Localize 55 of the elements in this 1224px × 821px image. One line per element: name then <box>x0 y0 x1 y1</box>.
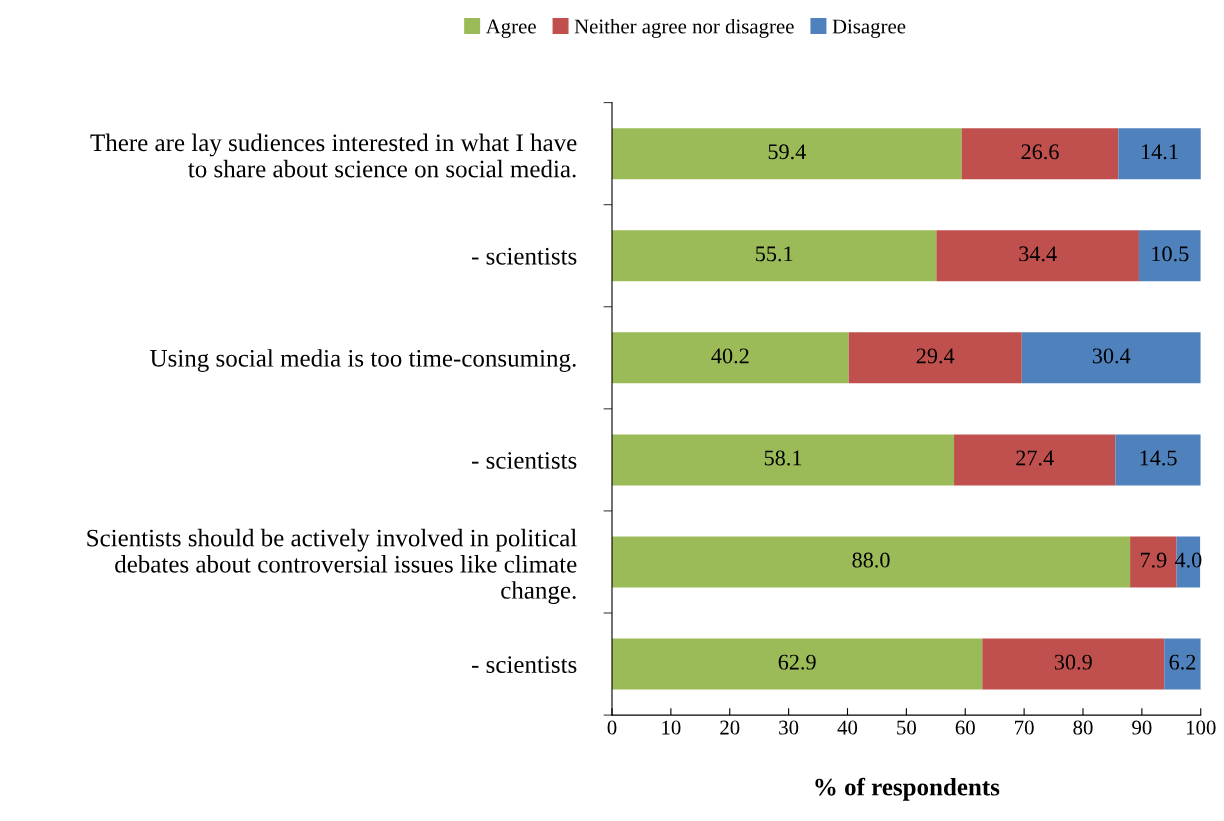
data-label: 88.0 <box>852 552 890 568</box>
bar <box>612 536 1131 588</box>
bar <box>954 434 1116 486</box>
bar <box>982 638 1165 690</box>
x-tick-label: 0 <box>607 720 617 735</box>
bar <box>936 230 1139 282</box>
bar <box>961 128 1119 180</box>
x-axis-title: % of respondents <box>815 777 1000 801</box>
y-tick-label: - scientists <box>471 452 577 469</box>
x-tick-label: 10 <box>662 720 681 735</box>
bar <box>1164 638 1201 690</box>
bar <box>612 332 849 384</box>
data-label: 62.9 <box>778 654 816 670</box>
data-label: 10.5 <box>1152 246 1189 262</box>
x-tick-label: 90 <box>1132 720 1152 735</box>
x-tick-label: 50 <box>897 720 916 735</box>
x-tick-label: 20 <box>720 720 740 735</box>
legend-label: Disagree <box>832 19 906 38</box>
x-tick-label: 40 <box>837 720 858 735</box>
y-tick-label: Scientists should be actively involved in political debates about controversial issues like climate change. <box>87 528 577 604</box>
bar <box>1138 230 1201 282</box>
data-label: 34.4 <box>1019 246 1057 262</box>
bar <box>612 434 955 486</box>
data-label: 14.1 <box>1142 144 1178 160</box>
bar <box>612 230 937 282</box>
data-label: 6.2 <box>1169 654 1196 670</box>
y-tick-label: - scientists <box>471 656 577 673</box>
x-tick-label: 70 <box>1015 720 1034 735</box>
data-label: 27.4 <box>1016 450 1054 466</box>
data-label: 30.4 <box>1092 348 1131 364</box>
x-tick-label: 100 <box>1186 720 1216 735</box>
x-tick-label: 30 <box>779 720 799 735</box>
bar <box>1118 128 1201 180</box>
bar <box>1021 332 1201 384</box>
bar <box>1115 434 1201 486</box>
y-tick-label: Using social media is too time-consuming. <box>150 349 576 372</box>
legend-label: Agree <box>485 19 536 38</box>
data-label: 58.1 <box>764 450 802 466</box>
bar <box>848 332 1022 384</box>
y-tick-label: - scientists <box>471 247 577 265</box>
legend-label: Neither agree nor disagree <box>574 18 794 38</box>
bar <box>1130 536 1177 588</box>
bar <box>612 128 962 180</box>
data-label: 14.5 <box>1140 450 1177 466</box>
data-label: 7.9 <box>1140 552 1167 568</box>
bar <box>612 638 983 690</box>
data-label: 30.9 <box>1054 654 1092 670</box>
x-tick-label: 80 <box>1073 720 1093 735</box>
y-tick-label: There are lay sudiences interested in what I have to share about science on social media. <box>90 133 577 178</box>
x-tick-label: 60 <box>955 720 975 735</box>
data-label: 40.2 <box>711 348 749 364</box>
data-label: 26.6 <box>1021 144 1059 160</box>
data-label: 55.1 <box>756 246 793 262</box>
data-label: 59.4 <box>768 144 806 160</box>
data-label: 29.4 <box>916 348 955 364</box>
